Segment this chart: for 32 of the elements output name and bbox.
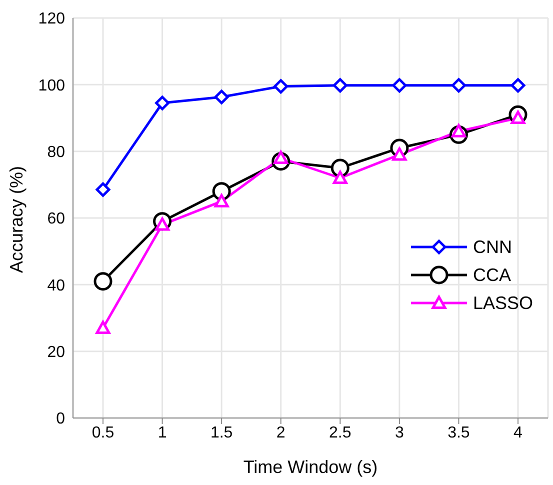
point: [155, 96, 170, 110]
point: [96, 320, 110, 334]
x-tick-label: 1.5: [210, 424, 233, 442]
point: [451, 78, 466, 93]
point: [332, 78, 348, 93]
point: [96, 182, 110, 197]
point: [94, 272, 112, 291]
x-tick-label: 2.5: [329, 424, 352, 442]
y-tick-label: 100: [38, 77, 66, 94]
y-tick-label: 0: [56, 410, 66, 428]
x-tick-label: 1: [158, 424, 167, 442]
y-tick-label: 120: [38, 10, 66, 28]
point: [510, 78, 526, 93]
legend-label: CNN: [472, 236, 512, 258]
y-tick-label: 40: [47, 277, 66, 294]
x-tick-label: 3: [394, 424, 404, 442]
x-tick-label: 4: [514, 424, 523, 442]
x-axis-title: Time Window (s): [243, 457, 378, 477]
y-axis-title: Accuracy (%): [6, 166, 26, 273]
x-tick-label: 3.5: [448, 424, 470, 442]
x-tick-label: 0.5: [92, 424, 114, 442]
point: [214, 194, 229, 208]
y-tick-label: 60: [47, 210, 66, 228]
point: [392, 78, 407, 93]
point: [274, 79, 288, 94]
point: [332, 170, 348, 184]
legend-label: LASSO: [472, 292, 533, 314]
legend-label: CCA: [472, 264, 511, 286]
x-tick-label: 2: [276, 424, 286, 442]
y-tick-label: 80: [47, 144, 66, 162]
y-tick-label: 20: [47, 344, 66, 362]
point: [214, 90, 229, 104]
